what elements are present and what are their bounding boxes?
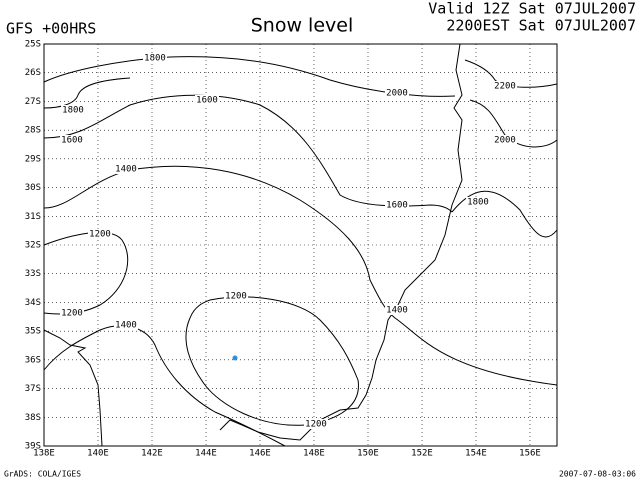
contour-line	[43, 77, 131, 109]
contour-label-bg	[304, 419, 328, 429]
lon-label: 152E	[411, 449, 433, 459]
local-time: 2200EST Sat 07JUL2007	[446, 17, 636, 35]
lat-label: 34S	[25, 298, 41, 308]
coastline	[43, 329, 103, 447]
lat-label: 39S	[25, 442, 41, 452]
contour-label: 1200	[61, 309, 83, 319]
timestamp: 2007-07-08-03:06	[559, 470, 636, 479]
contour-line	[185, 296, 359, 426]
contour-label-bg	[143, 53, 167, 63]
lat-label: 32S	[25, 241, 41, 251]
contour-label-bg	[493, 81, 517, 91]
contour-label-bg	[385, 88, 409, 98]
lat-label: 35S	[25, 327, 41, 337]
lake	[232, 355, 238, 361]
contour-label-bg	[493, 135, 517, 145]
model-label: GFS +00HRS	[6, 20, 96, 38]
lat-label: 30S	[25, 183, 41, 193]
lon-label: 144E	[195, 449, 217, 459]
contour-label: 1200	[305, 420, 327, 430]
contour-label: 2000	[494, 136, 516, 146]
contour-label: 1400	[115, 165, 137, 175]
contour-label: 1600	[61, 136, 83, 146]
contour-label: 1800	[144, 54, 166, 64]
contour-line	[43, 231, 129, 315]
lat-label: 28S	[25, 126, 41, 136]
lat-label: 27S	[25, 97, 41, 107]
contour-label: 1400	[386, 306, 408, 316]
axis-labels: 138E 140E 142E 144E 146E 148E 150E 152E 154E 156E…	[25, 40, 541, 459]
lat-label: 31S	[25, 212, 41, 222]
lon-label: 156E	[519, 449, 541, 459]
contour-label: 1200	[225, 292, 247, 302]
map-title: Snow level	[251, 15, 354, 37]
contour-line	[464, 59, 558, 88]
lon-label: 148E	[303, 449, 325, 459]
lon-label: 138E	[33, 449, 55, 459]
contour-label-bg	[60, 308, 84, 318]
lat-label: 37S	[25, 384, 41, 394]
lon-label: 150E	[357, 449, 379, 459]
contour-label-bg	[88, 229, 112, 239]
lon-label: 146E	[249, 449, 271, 459]
lon-label: 140E	[87, 449, 109, 459]
contour-label: 2200	[494, 82, 516, 92]
grid	[44, 44, 557, 446]
contour-label-bg	[195, 95, 219, 105]
lat-label: 38S	[25, 413, 41, 423]
contour-label-bg	[114, 320, 138, 330]
contour-line	[43, 325, 286, 447]
lon-label: 142E	[141, 449, 163, 459]
contour-label-bg	[385, 305, 409, 315]
contour-label: 1200	[89, 230, 111, 240]
contour-label: 2000	[386, 89, 408, 99]
map-frame	[43, 43, 558, 447]
lat-label: 25S	[25, 40, 41, 50]
contour-label-bg	[466, 197, 490, 207]
contours	[43, 56, 558, 447]
credit: GrADS: COLA/IGES	[4, 470, 81, 479]
lat-label: 33S	[25, 269, 41, 279]
contour-label: 1400	[115, 321, 137, 331]
contour-label-bg	[385, 200, 409, 210]
contour-label-bg	[224, 291, 248, 301]
coastline	[43, 43, 463, 447]
contour-label: 1800	[62, 106, 84, 116]
contour-label: 1600	[196, 96, 218, 106]
contour-label-bg	[114, 164, 138, 174]
lat-label: 36S	[25, 355, 41, 365]
contour-line	[43, 94, 453, 213]
contour-label-bg	[60, 135, 84, 145]
valid-time: Valid 12Z Sat 07JUL2007	[428, 0, 636, 18]
contour-label-bg	[61, 105, 85, 115]
lat-label: 26S	[25, 68, 41, 78]
coastline	[219, 43, 463, 441]
lat-label: 29S	[25, 154, 41, 164]
contour-label: 1800	[467, 198, 489, 208]
lon-label: 154E	[465, 449, 487, 459]
contour-label: 1600	[386, 201, 408, 211]
